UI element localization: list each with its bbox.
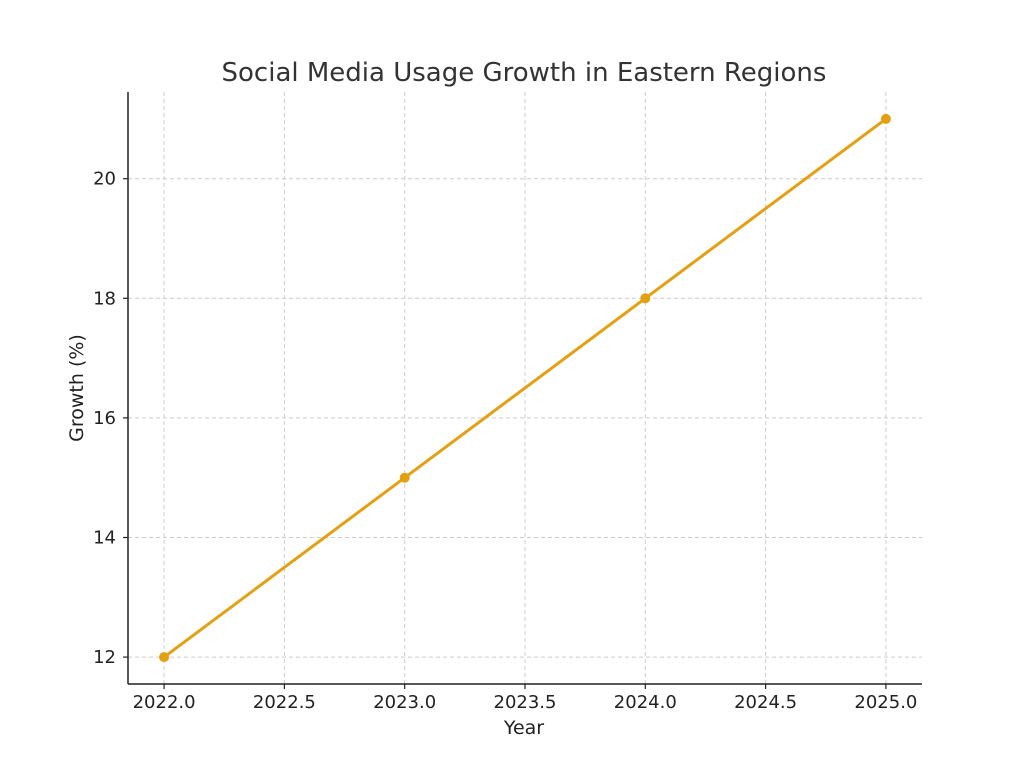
y-tick-label: 16	[93, 408, 116, 429]
data-point	[640, 293, 651, 304]
x-tick-label: 2022.0	[133, 692, 196, 713]
x-tick-label: 2024.0	[614, 692, 677, 713]
x-tick-label: 2023.0	[373, 692, 436, 713]
series-line	[162, 117, 888, 659]
data-point	[399, 472, 410, 483]
y-tick-label: 14	[93, 527, 116, 548]
x-tick-label: 2025.0	[854, 692, 917, 713]
data-point	[159, 652, 170, 663]
grid	[128, 92, 922, 684]
y-axis-label: Growth (%)	[66, 334, 88, 442]
x-tick-label: 2024.5	[734, 692, 797, 713]
y-tick-label: 12	[93, 647, 116, 668]
series-layer	[159, 113, 891, 663]
y-tick-label: 18	[93, 288, 116, 309]
x-tick-label: 2022.5	[253, 692, 316, 713]
x-tick-label: 2023.5	[494, 692, 557, 713]
x-axis-ticks: 2022.0 2022.5 2023.0 2023.5 2024.0 2024.5 2025…	[133, 684, 917, 713]
data-point	[880, 113, 891, 124]
y-axis-ticks: 12 14 16 18 20	[93, 169, 128, 668]
y-tick-label: 20	[93, 169, 116, 190]
chart-title: Social Media Usage Growth in Eastern Reg…	[222, 58, 827, 88]
x-axis-label: Year	[503, 717, 544, 739]
